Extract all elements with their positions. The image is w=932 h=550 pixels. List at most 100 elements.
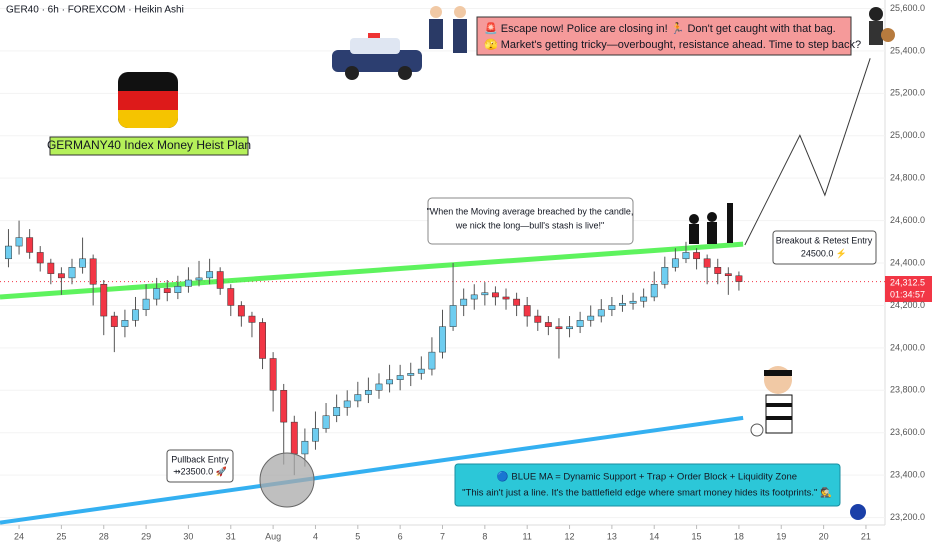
candle-body: [290, 421, 298, 455]
y-tick-label: 24,400.0: [890, 257, 925, 267]
x-tick-label: 21: [861, 531, 871, 541]
x-tick-label: 19: [776, 531, 786, 541]
police-officers: [429, 6, 467, 53]
candle-body: [735, 275, 743, 282]
police-text: 🚨 Escape now! Police are closing in! 🏃 D…: [484, 22, 836, 35]
candle-body: [439, 326, 446, 353]
thief-top: [869, 7, 895, 45]
x-tick-label: 29: [141, 531, 151, 541]
quote-text: "When the Moving average breached by the…: [427, 206, 634, 216]
pullback-zone: [259, 452, 315, 508]
x-tick-label: 30: [183, 531, 193, 541]
candle-body: [195, 277, 203, 281]
candle-body: [417, 368, 425, 374]
x-tick-label: 20: [819, 531, 829, 541]
candle-body: [724, 273, 732, 277]
candle-body: [269, 358, 277, 391]
police-box: [476, 16, 852, 56]
x-tick-label: 4: [313, 531, 318, 541]
candle-body: [555, 326, 563, 330]
candle-body: [206, 271, 214, 279]
candle-body: [375, 383, 383, 391]
candle-body: [163, 288, 171, 293]
x-tick-label: 11: [523, 531, 532, 541]
candle-body: [216, 271, 224, 289]
candle-body: [640, 296, 648, 302]
pullback-text: Pullback Entry: [171, 454, 229, 464]
candle-body: [502, 296, 510, 300]
y-tick-label: 23,400.0: [890, 470, 925, 480]
candle-body: [703, 258, 711, 268]
y-tick-label: 23,800.0: [890, 385, 925, 395]
trend-line: [0, 415, 744, 525]
x-tick-label: 8: [482, 531, 487, 541]
candle-body: [301, 440, 309, 455]
candle-body: [354, 394, 362, 402]
candle-body: [121, 320, 129, 327]
candle-body: [714, 267, 722, 274]
countdown: 01:34:57: [890, 289, 925, 299]
x-tick-label: 31: [226, 531, 236, 541]
y-tick-label: 25,200.0: [890, 88, 925, 98]
y-tick-label: 25,600.0: [890, 3, 925, 13]
candle-body: [89, 258, 97, 285]
header: GER40 · 6h · FOREXCOM · Heikin Ashi: [6, 5, 184, 16]
y-tick-label: 24,000.0: [890, 342, 925, 352]
x-tick-label: 5: [355, 531, 360, 541]
candle-body: [460, 298, 468, 306]
candle-body: [79, 258, 86, 268]
candle-body: [280, 390, 288, 423]
robbers: [689, 203, 733, 244]
candle-body: [333, 407, 341, 417]
candle-body: [364, 390, 372, 395]
x-tick-label: 13: [607, 531, 617, 541]
y-tick-label: 23,200.0: [890, 512, 925, 522]
candle-body: [682, 252, 690, 260]
logo: [850, 504, 866, 520]
x-tick-label: 24: [14, 531, 24, 541]
candle-body: [227, 288, 235, 306]
candle-body: [153, 288, 161, 300]
candle-body: [110, 315, 118, 327]
breakout-text: Breakout & Retest Entry: [776, 235, 873, 245]
quote-text: we nick the long—bull's stash is live!": [455, 220, 604, 230]
candle-body: [481, 292, 489, 296]
candle-body: [492, 292, 499, 298]
y-tick-label: 24,800.0: [890, 173, 925, 183]
candle-body: [513, 298, 521, 306]
quote-box: [427, 197, 634, 245]
x-tick-label: 7: [440, 531, 445, 541]
candle-body: [428, 351, 436, 370]
pullback-box: [166, 449, 234, 483]
candle-body: [100, 283, 108, 317]
last-price-label: 24,312.5: [890, 277, 925, 287]
plan-box: [49, 136, 249, 156]
candle-body: [566, 326, 573, 330]
flag: [118, 72, 178, 128]
breakout-box: [772, 230, 877, 265]
candle-body: [693, 252, 700, 260]
thief-bottom: [750, 366, 793, 437]
blue-ma-text: "This ain't just a line. It's the battle…: [462, 487, 832, 499]
candle-body: [671, 258, 679, 268]
candle-body: [343, 400, 351, 408]
pullback-text: ⇸23500.0 🚀: [173, 465, 227, 476]
candle-body: [185, 279, 192, 287]
candle-body: [386, 379, 393, 385]
y-tick-label: 23,600.0: [890, 427, 925, 437]
candle-body: [544, 322, 552, 327]
police-text: 🫣 Market's getting tricky—overbought, re…: [484, 38, 861, 51]
candle-body: [619, 303, 626, 306]
candle-body: [142, 298, 150, 310]
candle-body: [597, 309, 605, 317]
x-tick-label: 25: [56, 531, 66, 541]
y-tick-label: 24,200.0: [890, 300, 925, 310]
candle-body: [36, 252, 44, 264]
candle-body: [312, 428, 319, 442]
candle-body: [259, 322, 266, 359]
candle-body: [237, 305, 245, 317]
plan-label: GERMANY40 Index Money Heist Plan: [47, 138, 251, 152]
candle-body: [449, 305, 457, 327]
candle-body: [470, 294, 478, 300]
candle-body: [57, 273, 65, 279]
